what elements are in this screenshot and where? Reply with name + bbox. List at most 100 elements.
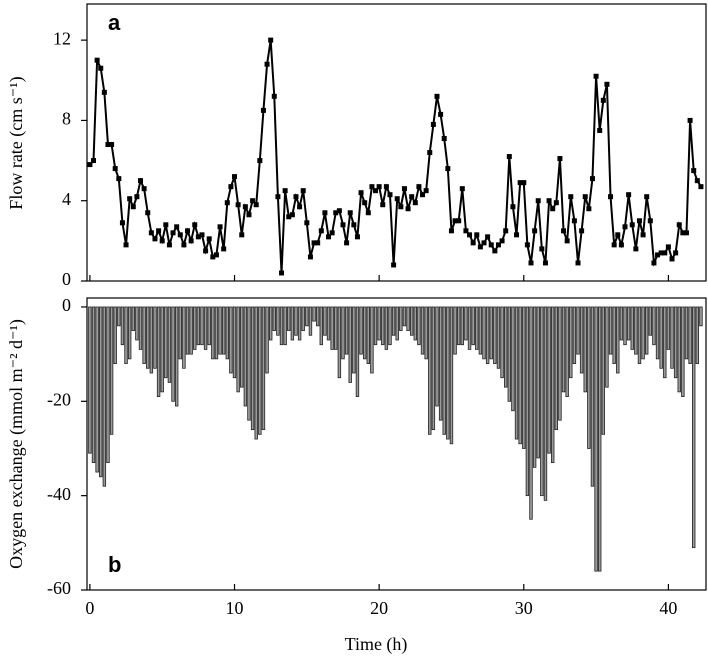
marker [307, 254, 313, 260]
marker [615, 232, 621, 238]
marker [101, 89, 107, 95]
y-tick-label: -20 [47, 389, 71, 409]
marker [387, 192, 393, 198]
marker [405, 206, 411, 212]
bar [525, 306, 530, 497]
y-tick-label: 4 [62, 189, 71, 209]
marker [636, 218, 642, 224]
marker [488, 242, 494, 248]
marker [213, 252, 219, 258]
bar [471, 306, 475, 346]
bar [608, 306, 613, 355]
marker [105, 142, 111, 148]
bar [692, 306, 696, 548]
bar [460, 306, 465, 346]
bar [449, 306, 454, 445]
x-tick-label: 40 [659, 598, 677, 618]
bar [153, 306, 157, 369]
bar [171, 306, 175, 402]
marker [87, 162, 93, 168]
bar [261, 306, 266, 431]
marker [676, 222, 682, 228]
bar [605, 306, 609, 388]
bar [420, 306, 425, 355]
bar [196, 306, 201, 346]
marker [188, 238, 194, 244]
marker [217, 224, 223, 230]
bar [507, 306, 512, 402]
x-tick-label: 30 [515, 598, 533, 618]
marker [109, 142, 115, 148]
bar [536, 306, 540, 459]
marker [611, 242, 617, 248]
marker [268, 37, 274, 43]
x-tick-label: 20 [370, 598, 388, 618]
bar [102, 306, 107, 487]
bar [673, 306, 678, 379]
y-tick-label: 0 [62, 295, 71, 315]
marker [177, 232, 183, 238]
bar [160, 306, 164, 393]
marker [156, 228, 162, 234]
marker [232, 174, 238, 180]
bar [268, 306, 273, 341]
bar [106, 306, 110, 464]
marker [633, 246, 639, 252]
marker [159, 238, 165, 244]
bar [182, 306, 186, 369]
marker [329, 230, 335, 236]
bar [681, 306, 685, 397]
bar [569, 306, 573, 379]
y-tick-label: -60 [47, 578, 71, 598]
y-tick-label: 8 [62, 109, 71, 129]
bar [355, 306, 360, 397]
marker [532, 228, 538, 234]
marker [409, 194, 415, 200]
marker [246, 212, 252, 218]
marker [174, 224, 180, 230]
marker [568, 194, 574, 200]
bar [294, 306, 298, 336]
marker [495, 242, 501, 248]
bar [319, 306, 323, 346]
marker [477, 244, 483, 250]
bar [587, 306, 591, 449]
bar [200, 306, 204, 346]
marker [354, 234, 360, 240]
bar [258, 306, 262, 435]
bar [156, 306, 161, 397]
marker [553, 200, 559, 206]
marker [275, 194, 281, 200]
bar [634, 306, 638, 355]
bar [695, 306, 700, 364]
marker [383, 184, 389, 190]
bar [612, 306, 616, 364]
y-axis-label: Oxygen exchange (mmol m⁻² d⁻¹) [6, 319, 27, 569]
bar [301, 306, 305, 331]
marker [398, 204, 404, 210]
marker [412, 200, 418, 206]
y-tick-label: 0 [62, 269, 71, 289]
marker [546, 198, 552, 204]
bar [348, 306, 352, 383]
marker [669, 256, 675, 262]
marker [318, 228, 324, 234]
bar [88, 306, 92, 454]
bar [218, 306, 222, 355]
bar [453, 306, 457, 355]
y-axis-label: Flow rate (cm s⁻¹) [6, 76, 27, 209]
bar [308, 306, 313, 336]
marker [282, 188, 288, 194]
marker [123, 242, 129, 248]
bar [221, 306, 226, 355]
marker [503, 228, 509, 234]
marker [492, 248, 498, 254]
bar [366, 306, 370, 364]
marker [456, 218, 462, 224]
marker [289, 212, 295, 218]
marker [579, 228, 585, 234]
bar [384, 306, 389, 350]
bar [409, 306, 414, 336]
bar [315, 306, 320, 327]
bar [399, 306, 403, 331]
